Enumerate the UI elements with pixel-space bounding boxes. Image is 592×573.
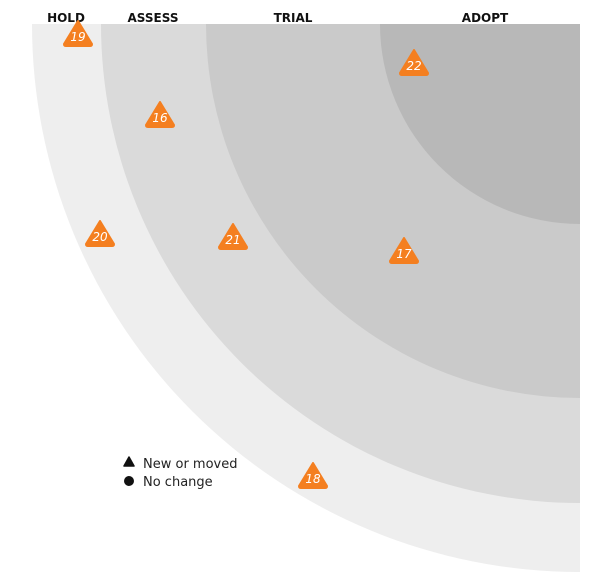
blip-number: 20 <box>92 230 108 244</box>
ring-label-hold: HOLD <box>47 11 85 25</box>
blip-22[interactable]: 22 <box>399 49 429 76</box>
legend-new-or-moved: New or moved <box>143 457 237 472</box>
blip-17[interactable]: 17 <box>389 237 419 264</box>
blip-number: 17 <box>396 247 412 261</box>
ring-label-trial: TRIAL <box>274 11 313 25</box>
blip-18[interactable]: 18 <box>298 462 328 489</box>
blip-number: 19 <box>70 30 85 44</box>
blip-number: 18 <box>305 472 321 486</box>
blip-number: 21 <box>225 233 240 247</box>
blip-19[interactable]: 19 <box>63 20 93 47</box>
circle-icon <box>124 476 134 486</box>
blip-21[interactable]: 21 <box>218 223 248 250</box>
blip-16[interactable]: 16 <box>145 101 175 128</box>
blip-number: 16 <box>152 111 168 125</box>
ring-adopt <box>380 24 580 224</box>
legend: New or moved No change <box>123 456 237 490</box>
triangle-icon <box>123 456 135 467</box>
ring-label-assess: ASSESS <box>128 11 179 25</box>
blip-number: 22 <box>406 59 421 73</box>
blip-20[interactable]: 20 <box>85 220 115 247</box>
legend-no-change: No change <box>143 475 213 490</box>
ring-label-adopt: ADOPT <box>462 11 509 25</box>
